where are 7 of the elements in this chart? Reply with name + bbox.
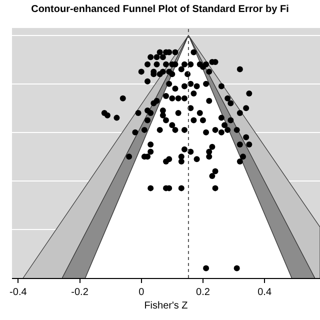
x-axis-title: Fisher's Z bbox=[144, 300, 188, 312]
x-tick-label: 0 bbox=[138, 287, 145, 298]
chart-title: Contour-enhanced Funnel Plot of Standard Error by Fi bbox=[31, 4, 290, 15]
x-tick-label: -0.4 bbox=[10, 287, 28, 298]
x-tick-label: -0.2 bbox=[71, 287, 89, 298]
x-tick-label: 0.2 bbox=[196, 287, 210, 298]
x-tick-label: 0.4 bbox=[258, 287, 272, 298]
